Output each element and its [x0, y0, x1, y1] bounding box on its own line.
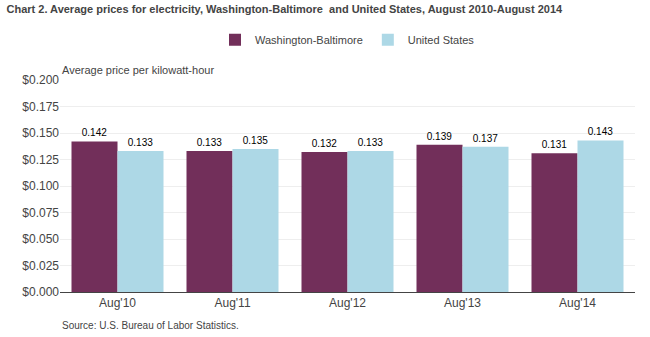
svg-text:0.131: 0.131 — [542, 139, 567, 150]
svg-text:0.135: 0.135 — [243, 135, 268, 146]
svg-text:0.139: 0.139 — [427, 131, 452, 142]
svg-text:Source: U.S. Bureau of Labor S: Source: U.S. Bureau of Labor Statistics. — [62, 320, 239, 331]
svg-text:$0.150: $0.150 — [22, 126, 59, 140]
svg-text:Aug'12: Aug'12 — [329, 296, 366, 310]
svg-text:0.133: 0.133 — [197, 137, 222, 148]
svg-text:Chart 2. Average prices for el: Chart 2. Average prices for electricity,… — [7, 3, 564, 15]
svg-text:Washington-Baltimore: Washington-Baltimore — [255, 34, 363, 46]
svg-text:$0.125: $0.125 — [22, 153, 59, 167]
svg-text:$0.050: $0.050 — [22, 232, 59, 246]
svg-text:Aug'11: Aug'11 — [214, 296, 250, 310]
svg-text:0.142: 0.142 — [82, 127, 107, 138]
svg-text:Aug'13: Aug'13 — [444, 296, 481, 310]
svg-text:0.143: 0.143 — [588, 126, 613, 137]
svg-text:$0.000: $0.000 — [22, 285, 59, 299]
svg-text:$0.175: $0.175 — [22, 100, 59, 114]
svg-text:0.132: 0.132 — [312, 138, 337, 149]
svg-text:United States: United States — [408, 34, 475, 46]
svg-text:0.133: 0.133 — [358, 137, 383, 148]
svg-text:0.133: 0.133 — [128, 137, 153, 148]
svg-text:$0.025: $0.025 — [22, 259, 59, 273]
svg-text:Aug'14: Aug'14 — [559, 296, 596, 310]
svg-text:$0.100: $0.100 — [22, 179, 59, 193]
svg-text:$0.075: $0.075 — [22, 206, 59, 220]
svg-text:Average price per kilowatt-hou: Average price per kilowatt-hour — [62, 64, 214, 76]
svg-text:$0.200: $0.200 — [22, 73, 59, 87]
svg-text:Aug'10: Aug'10 — [99, 296, 136, 310]
svg-text:0.137: 0.137 — [473, 133, 498, 144]
